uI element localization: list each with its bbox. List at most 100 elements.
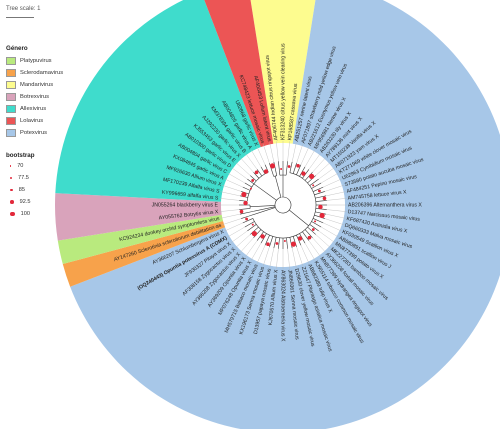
tree-branch (247, 178, 255, 185)
clade-sector-potexvirus (70, 0, 500, 429)
bootstrap-dot (318, 189, 321, 193)
tree-branch (241, 215, 249, 219)
tip-label: KF313240 citrus yellow vein clearing vir… (280, 43, 286, 140)
bootstrap-dot (263, 169, 269, 174)
bootstrap-dot (319, 212, 325, 219)
leaf-guide-line (263, 144, 270, 164)
leaf-guide-line (304, 243, 316, 261)
tree-branch (313, 218, 324, 224)
leaf-guide-line (324, 185, 344, 192)
tree-branch (311, 221, 322, 228)
legend-item: Potexvirus (6, 128, 47, 138)
tree-branch (286, 237, 288, 249)
legend-swatch (6, 57, 16, 65)
tree-branch (309, 178, 319, 186)
tree-scale-label: Tree scale: 1 (6, 6, 41, 12)
bootstrap-dot (251, 231, 257, 237)
legend-title: Género (6, 45, 28, 52)
leaf-guide-line (227, 226, 245, 238)
leaf-guide-line (219, 209, 240, 212)
tree-branch (253, 206, 276, 212)
tree-branch (250, 226, 259, 235)
bootstrap-legend-item: 100 (10, 210, 30, 218)
leaf-guide-line (287, 141, 290, 162)
legend-item: Sclerodamavirus (6, 68, 63, 78)
tip-label: JN055264 blackberry virus E (152, 202, 219, 208)
tree-branch (269, 236, 274, 247)
bootstrap-dot (314, 220, 317, 223)
tip-label: KJ670570 Allium virus X (268, 269, 280, 326)
clade-sector-lolavirus (204, 0, 274, 148)
leaf-guide-line (250, 243, 262, 261)
leaf-guide-line (312, 237, 326, 253)
leaf-guide-line (276, 248, 279, 269)
tree-branch (256, 231, 264, 241)
leaf-guide-line (296, 144, 303, 164)
bootstrap-label: 77.5 (18, 175, 29, 181)
bootstrap-legend-item: 70 (10, 162, 23, 170)
tree-branch (292, 163, 297, 174)
legend-item: Botrexvirus (6, 92, 49, 102)
leaf-guide-line (291, 247, 297, 268)
bootstrap-dot (260, 234, 265, 239)
bootstrap-label: 100 (20, 211, 30, 217)
leaf-guide-line (318, 230, 335, 243)
leaf-guide-line (240, 237, 254, 253)
leaf-guide-line (222, 185, 242, 192)
tree-branch (248, 207, 276, 217)
tree-branch (239, 210, 254, 215)
leaf-guide-line (308, 240, 321, 257)
leaf-guide-line (300, 146, 310, 165)
leaf-guide-line (250, 149, 262, 167)
bootstrap-dot (10, 177, 12, 179)
tree-branch (274, 175, 282, 198)
bootstrap-legend-item: 92.5 (10, 198, 30, 206)
bootstrap-dot (318, 204, 323, 210)
tree-branch-arc (274, 196, 292, 214)
leaf-guide-line (291, 142, 297, 163)
tree-branch (239, 208, 251, 210)
legend-swatch (6, 81, 16, 89)
leaf-guide-line (220, 191, 241, 197)
legend-label: Platypuvirus (20, 58, 52, 64)
tree-branch (313, 186, 324, 192)
tree-branch (285, 161, 288, 176)
bootstrap-dot (290, 241, 297, 247)
bootstrap-dot (312, 184, 315, 187)
leaf-guide-line (256, 146, 266, 165)
leaf-guide-line (324, 218, 344, 225)
tree-branch (302, 231, 310, 241)
tree-branch (289, 209, 309, 227)
bootstrap-dot (249, 187, 252, 190)
leaf-guide-line (235, 234, 251, 248)
tree-branch (242, 218, 253, 224)
bootstrap-dot (275, 242, 279, 245)
leaf-guide-line (325, 213, 346, 219)
bootstrap-dot (322, 196, 327, 201)
bootstrap-legend-item: 85 (10, 186, 25, 194)
leaf-guide-line (263, 246, 270, 266)
tree-branch (250, 205, 276, 208)
tree-branch (307, 175, 316, 184)
leaf-guide-line (235, 162, 251, 176)
tree-scale-bar (6, 17, 34, 18)
leaf-guide-line (222, 218, 242, 225)
legend-swatch (6, 105, 16, 113)
tip-label: AB206396 Alternanthera virus X (348, 202, 422, 208)
tip-label: KY996659 alfalfa virus S (162, 190, 220, 202)
leaf-guide-line (269, 247, 275, 268)
leaf-guide-line (300, 245, 310, 264)
tree-branch (273, 237, 277, 249)
leaf-guide-line (240, 157, 254, 173)
tree-branch (264, 235, 270, 246)
bootstrap-dot (266, 242, 270, 247)
tree-branch (253, 172, 260, 179)
bootstrap-dot (10, 211, 15, 217)
tree-branch (247, 224, 257, 232)
bootstrap-dot (287, 165, 291, 168)
leaf-guide-line (224, 178, 243, 188)
tree-branch (250, 175, 257, 182)
leaf-guide-line (220, 213, 241, 219)
tree-branch (299, 233, 306, 244)
leaf-guide-line (323, 222, 342, 232)
